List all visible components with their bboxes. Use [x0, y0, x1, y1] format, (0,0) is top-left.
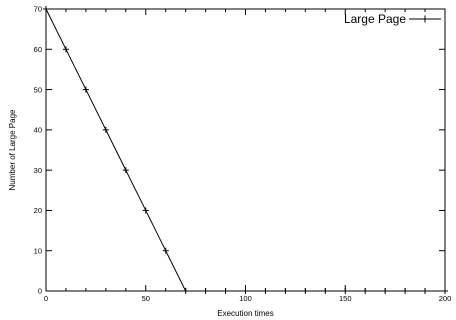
data-point — [262, 288, 269, 294]
data-point — [142, 207, 149, 214]
y-tick-label: 40 — [34, 126, 42, 135]
y-tick-label: 60 — [34, 45, 42, 54]
data-point — [162, 247, 169, 254]
y-tick-label: 70 — [34, 5, 42, 14]
data-point — [62, 46, 69, 53]
y-tick-label: 50 — [34, 85, 42, 94]
legend-marker — [421, 15, 429, 23]
legend-label: Large Page — [344, 12, 406, 26]
y-tick-label: 10 — [34, 246, 42, 255]
data-point — [362, 288, 369, 294]
data-point — [202, 288, 209, 294]
x-tick-label: 50 — [142, 294, 150, 303]
x-tick-label: 200 — [439, 294, 452, 303]
x-tick-label: 100 — [239, 294, 252, 303]
data-point — [122, 167, 129, 174]
series-line — [45, 8, 445, 292]
data-point — [222, 288, 229, 294]
y-axis-title: Number of Large Page — [8, 109, 17, 190]
data-point — [402, 288, 409, 294]
data-point — [102, 126, 109, 133]
data-point — [342, 288, 349, 294]
data-point — [242, 288, 249, 294]
data-point — [302, 288, 309, 294]
data-point — [422, 288, 429, 294]
data-point — [282, 288, 289, 294]
x-tick-label: 0 — [44, 294, 48, 303]
x-tick-label: 150 — [339, 294, 352, 303]
data-point — [182, 288, 189, 294]
y-tick-label: 0 — [38, 287, 42, 296]
axis-ticks: 0 50 100 150 200 0 10 20 30 40 50 60 70 — [34, 5, 452, 303]
data-point — [322, 288, 329, 294]
data-point — [43, 6, 49, 12]
data-point — [82, 86, 89, 93]
data-point — [442, 288, 448, 294]
legend: Large Page — [344, 12, 441, 26]
x-axis-title: Execution times — [217, 309, 273, 318]
data-point — [382, 288, 389, 294]
y-tick-label: 20 — [34, 206, 42, 215]
y-tick-label: 30 — [34, 166, 42, 175]
plot-frame — [45, 8, 446, 292]
series-layer — [43, 6, 448, 294]
